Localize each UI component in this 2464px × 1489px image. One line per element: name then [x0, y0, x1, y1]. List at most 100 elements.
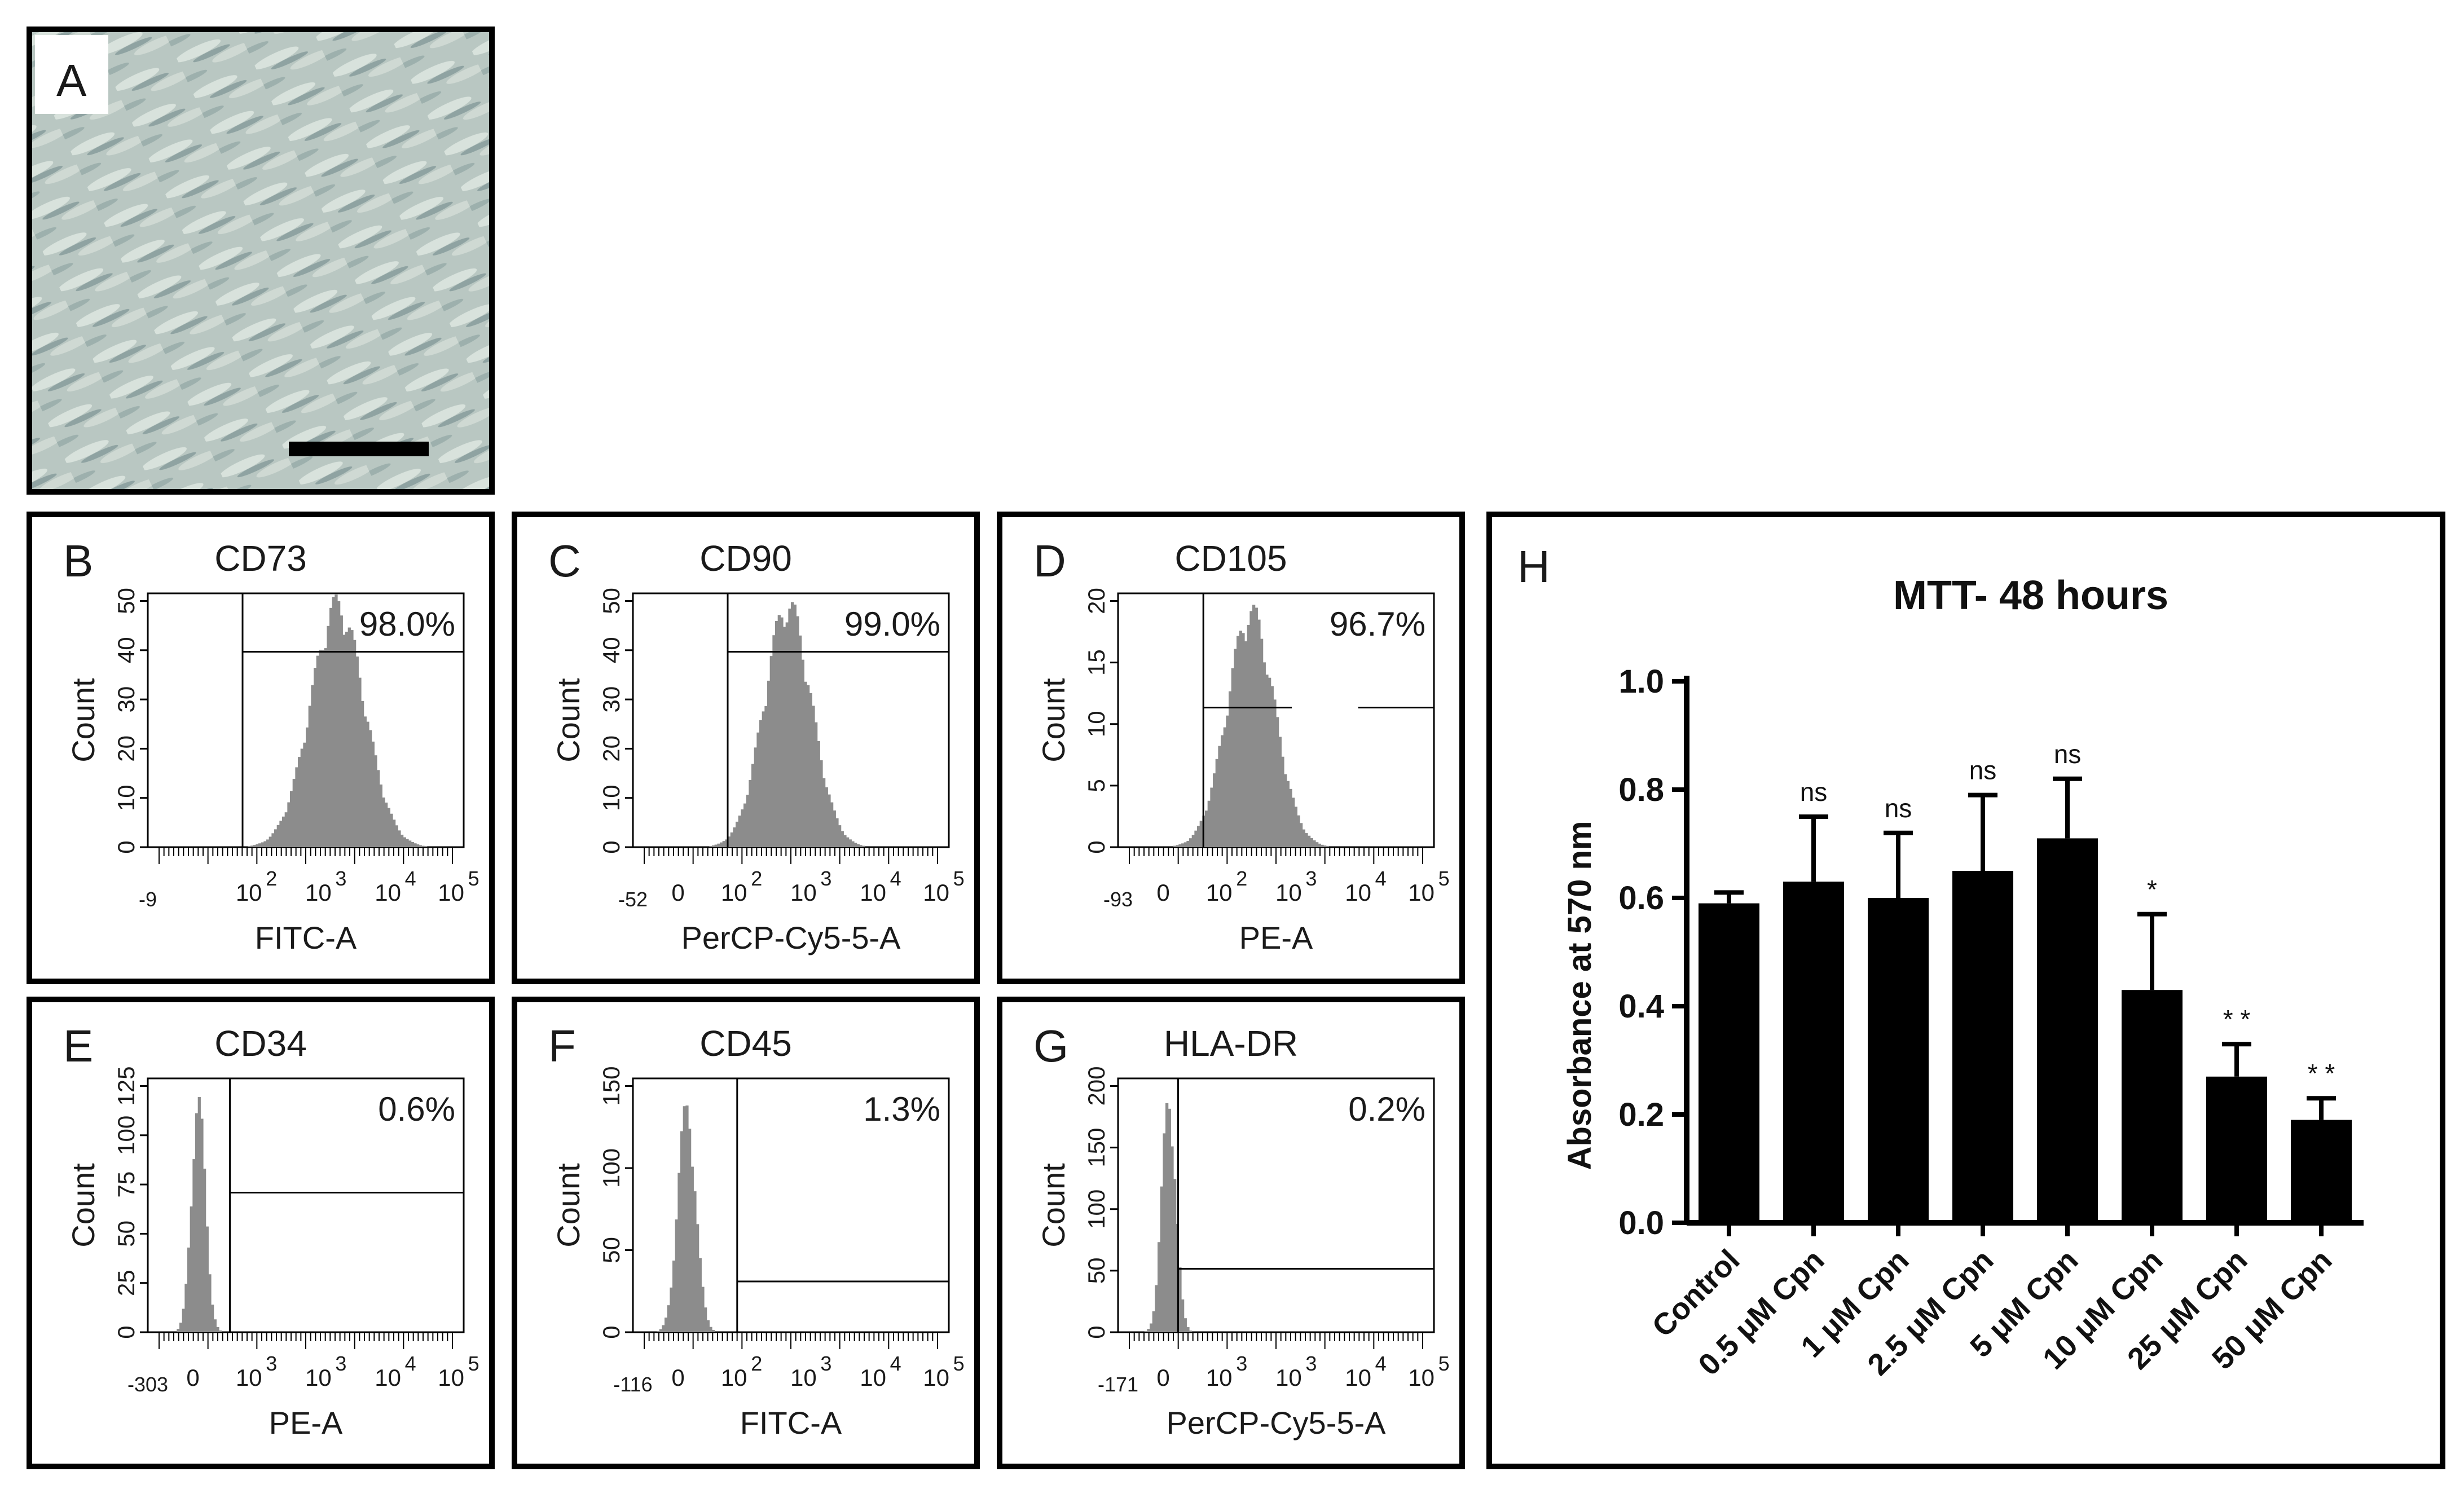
histogram-bin — [1144, 1331, 1147, 1332]
histogram-bin — [859, 845, 863, 847]
histogram-bin — [749, 779, 752, 847]
y-tick-label: 50 — [113, 1221, 139, 1247]
histogram-bin — [764, 706, 768, 847]
x-decade-exponent: 3 — [335, 1352, 346, 1375]
y-tick-label: 5 — [1083, 779, 1110, 792]
bar — [2291, 1120, 2352, 1223]
gate-percentage: 1.3% — [863, 1090, 940, 1128]
histogram-bin — [340, 615, 343, 847]
y-axis-label: Count — [551, 678, 586, 763]
x-decade-label: 10 — [305, 1364, 332, 1391]
histogram-bin — [741, 809, 744, 847]
histogram-bin — [1213, 773, 1216, 847]
histogram-bin — [1152, 1311, 1155, 1332]
panel-a-label-box — [35, 35, 108, 114]
bar — [1952, 871, 2013, 1223]
flow-panel-label: E — [63, 1021, 93, 1071]
y-tick-label: 0.6 — [1618, 880, 1664, 917]
panel-h-frame — [1486, 512, 2445, 1469]
histogram-bin — [1305, 833, 1308, 847]
x-decade-label: 10 — [1408, 879, 1435, 906]
flow-panel-frame — [27, 997, 495, 1469]
histogram-bin — [701, 1287, 705, 1332]
histogram-bin — [1173, 1179, 1177, 1332]
histogram-bin — [263, 841, 267, 847]
histogram-bin — [187, 1247, 191, 1332]
histogram-bin — [801, 659, 804, 847]
significance-label: ns — [1969, 756, 1997, 785]
histogram-bin — [780, 617, 784, 847]
x-decade-exponent: 3 — [1305, 867, 1317, 890]
histogram-bin — [1207, 800, 1211, 847]
histogram-bin — [767, 680, 771, 847]
histogram-bin — [303, 742, 306, 847]
histogram-bin — [659, 1329, 662, 1332]
histogram-bin — [775, 620, 778, 847]
histogram-bin — [1226, 715, 1229, 847]
x-decade-exponent: 5 — [953, 867, 965, 890]
flow-panel-label: D — [1033, 536, 1066, 586]
x-decade-exponent: 4 — [405, 867, 416, 890]
histogram-bin — [675, 1219, 678, 1332]
flow-panel-frame — [997, 512, 1465, 984]
histogram-bin — [846, 837, 850, 847]
histogram-bin — [195, 1113, 199, 1332]
histogram-bin — [848, 839, 852, 847]
histogram-bin — [1276, 717, 1279, 847]
x-decade-exponent: 5 — [1438, 867, 1450, 890]
histogram-bin — [271, 833, 275, 847]
histogram-bin — [1281, 756, 1284, 847]
histogram-bin — [709, 1327, 712, 1332]
histogram-bin — [854, 843, 857, 847]
histogram-bin — [793, 604, 797, 847]
y-tick-label: 125 — [113, 1066, 139, 1105]
flow-marker-title: CD73 — [214, 538, 307, 579]
histogram-bin — [685, 1105, 689, 1332]
x-decade-label: 10 — [923, 879, 949, 906]
histogram-bin — [706, 1320, 710, 1332]
x-axis-ticks — [644, 1332, 938, 1349]
histogram-bin — [677, 1173, 681, 1332]
histogram-bin — [788, 609, 791, 847]
gate-percentage: 99.0% — [844, 605, 940, 643]
x-decade-label: 10 — [860, 1364, 886, 1391]
y-tick-label: 50 — [113, 588, 139, 614]
x-min-label: -303 — [127, 1373, 168, 1396]
histogram — [1144, 1103, 1193, 1332]
y-tick-label: 25 — [113, 1270, 139, 1296]
histogram-bin — [657, 1331, 660, 1332]
x-decade-exponent: 3 — [335, 867, 346, 890]
panel-h: H MTT- 48 hours Absorbance at 570 nm 0.0… — [1486, 512, 2445, 1469]
flow-panel-label: B — [63, 536, 93, 586]
bar — [1783, 882, 1844, 1223]
y-tick-label: 150 — [598, 1066, 624, 1105]
y-tick-label: 10 — [1083, 711, 1110, 737]
x-decade-label: 10 — [790, 879, 817, 906]
histogram-bin — [825, 787, 828, 847]
y-tick-label: 0 — [1083, 1325, 1110, 1338]
y-tick-label: 50 — [1083, 1258, 1110, 1284]
histogram-bin — [374, 755, 377, 847]
histogram — [1173, 605, 1329, 847]
y-tick-label: 100 — [113, 1116, 139, 1155]
flow-marker-title: CD45 — [699, 1023, 792, 1064]
x-decade-exponent: 5 — [953, 1352, 965, 1375]
histogram-bin — [361, 701, 364, 847]
y-axis-label: Count — [65, 678, 101, 763]
y-axis-label: Count — [65, 1163, 101, 1248]
histogram-bin — [722, 841, 725, 847]
histogram-bin — [738, 816, 741, 847]
histogram-bin — [762, 711, 765, 847]
histogram-bin — [1268, 677, 1271, 847]
y-tick-label: 20 — [598, 735, 624, 762]
histogram-bin — [683, 1106, 686, 1332]
histogram-bin — [670, 1287, 673, 1332]
histogram-bin — [809, 693, 812, 847]
histogram-bin — [754, 747, 757, 847]
histogram-bin — [835, 818, 839, 847]
x-axis-ticks — [1129, 1332, 1423, 1349]
flow-marker-title: CD34 — [214, 1023, 307, 1064]
histogram-bin — [667, 1305, 670, 1332]
histogram-bin — [759, 720, 763, 847]
